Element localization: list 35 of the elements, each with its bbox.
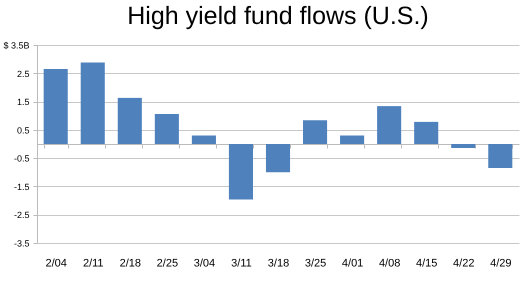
- bar: [488, 144, 512, 168]
- x-tick-label: 3/18: [268, 258, 290, 270]
- bar: [414, 122, 438, 144]
- x-tick-label: 4/15: [416, 258, 438, 270]
- bar: [154, 114, 179, 144]
- x-tick-label: 3/04: [194, 258, 216, 270]
- y-tick-label: -3.5: [14, 238, 30, 248]
- y-tick-label: -1.5: [14, 182, 30, 192]
- y-tick-label: -2.5: [14, 210, 30, 220]
- x-tick-label: 2/25: [156, 258, 178, 270]
- x-tick-label: 2/11: [82, 258, 104, 270]
- x-tick-label: 4/01: [342, 258, 364, 270]
- x-tick-label: 2/04: [46, 258, 67, 270]
- bar: [340, 136, 364, 144]
- chart-title: High yield fund flows (U.S.): [127, 2, 429, 30]
- bar: [451, 144, 476, 148]
- y-tick-label: 0.5: [16, 125, 30, 136]
- x-tick-label: 4/29: [490, 258, 512, 270]
- y-tick-label: 1.5: [16, 97, 30, 108]
- y-tick-label: -0.5: [14, 154, 30, 164]
- bar: [44, 69, 68, 144]
- y-tick-label: 2.5: [16, 68, 30, 79]
- bar: [80, 62, 105, 144]
- bar: [303, 120, 328, 144]
- bar: [192, 136, 216, 144]
- bar: [377, 106, 402, 144]
- x-tick-label: 4/22: [453, 258, 474, 270]
- x-tick-label: 3/11: [231, 258, 252, 270]
- x-tick-label: 3/25: [304, 258, 326, 270]
- bar: [228, 144, 253, 200]
- bar: [266, 144, 290, 172]
- x-tick-label: 2/18: [120, 258, 142, 270]
- bar: [118, 98, 142, 144]
- y-tick-label: $ 3.5B: [3, 40, 30, 50]
- x-tick-label: 4/08: [378, 258, 400, 270]
